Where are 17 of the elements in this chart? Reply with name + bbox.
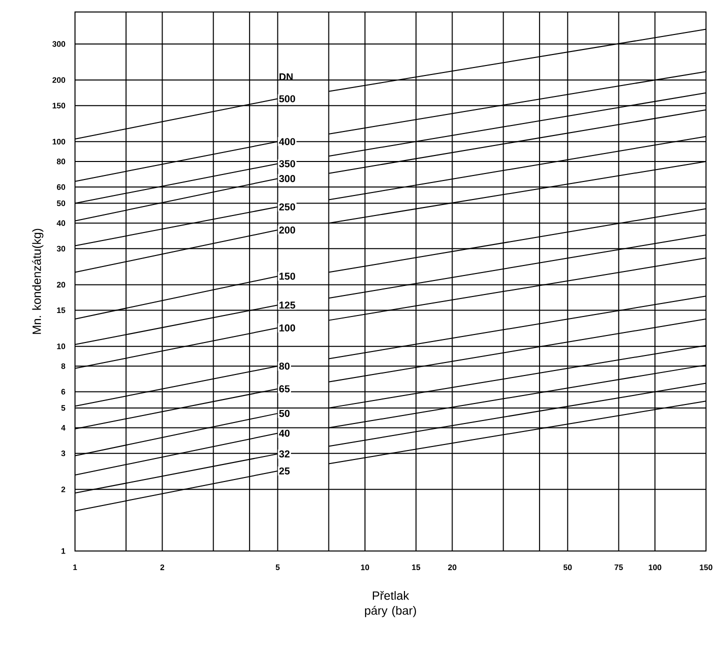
series-label: 80 bbox=[279, 362, 290, 370]
series-label: 40 bbox=[279, 430, 290, 437]
series-label: 400 bbox=[279, 138, 296, 146]
series-label: 32 bbox=[279, 450, 290, 458]
series-label: 100 bbox=[280, 324, 296, 332]
series-label: 125 bbox=[280, 302, 296, 309]
series-label: 200 bbox=[279, 226, 296, 234]
series-label: 300 bbox=[279, 175, 296, 182]
series-label: 25 bbox=[279, 467, 290, 475]
series-label: 65 bbox=[279, 385, 290, 392]
series-label: 50 bbox=[279, 410, 290, 417]
y-axis-title: Mn. kondenzátu(kg) bbox=[32, 228, 44, 334]
series-label: 150 bbox=[280, 272, 296, 280]
x-axis-title: Přetlak páry (bar) bbox=[365, 591, 416, 618]
series-label: 350 bbox=[279, 160, 296, 168]
series-label: 250 bbox=[279, 203, 296, 210]
series-label: 500 bbox=[279, 95, 296, 102]
